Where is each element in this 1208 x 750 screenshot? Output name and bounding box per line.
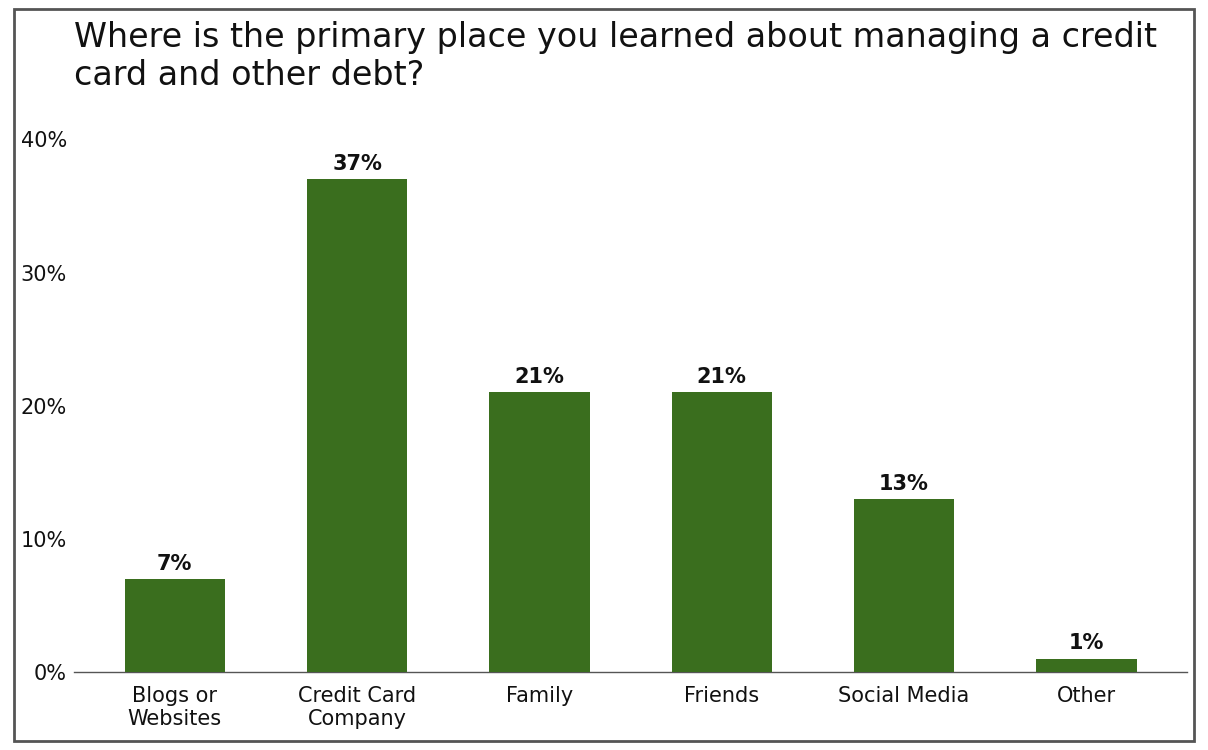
Bar [124, 579, 225, 672]
Text: Where is the primary place you learned about managing a credit
card and other de: Where is the primary place you learned a… [74, 21, 1157, 92]
Text: 37%: 37% [332, 154, 382, 174]
Bar [1036, 658, 1137, 672]
Bar [672, 392, 772, 672]
Text: 21%: 21% [515, 367, 564, 387]
Bar [307, 179, 407, 672]
Bar [854, 499, 954, 672]
Bar [489, 392, 590, 672]
Text: 13%: 13% [879, 474, 929, 494]
Text: 7%: 7% [157, 554, 192, 574]
Text: 21%: 21% [697, 367, 747, 387]
Text: 1%: 1% [1069, 634, 1104, 653]
